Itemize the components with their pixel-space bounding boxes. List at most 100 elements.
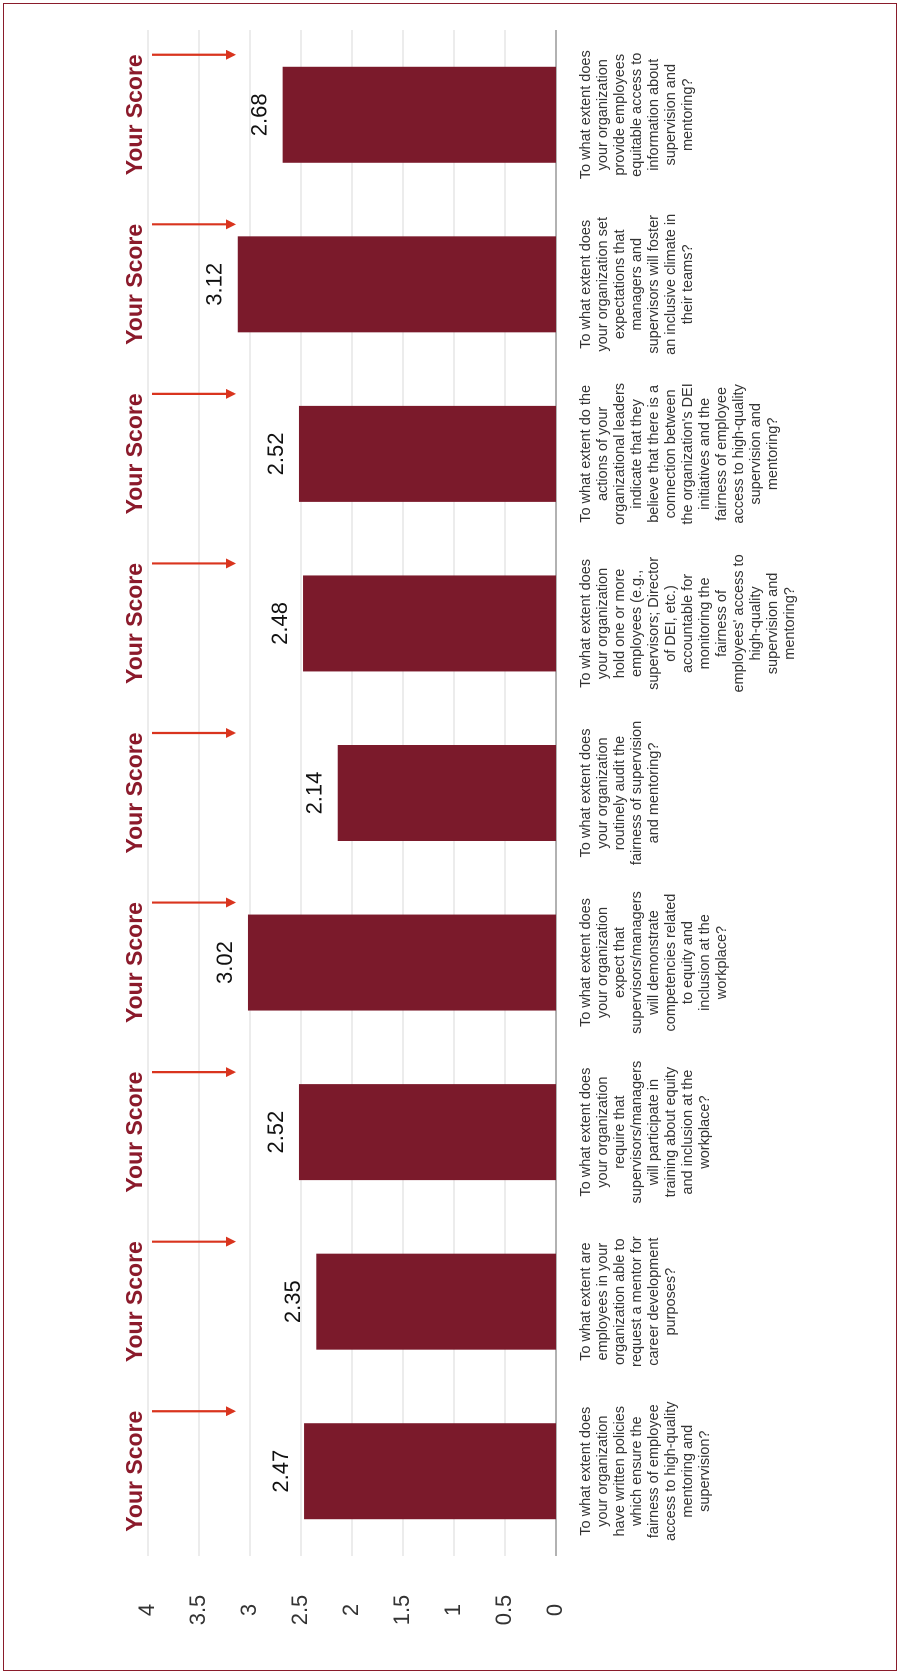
data-label: 2.52 xyxy=(263,1111,288,1154)
x-tick-label-line: will participate in xyxy=(646,1079,662,1186)
data-label: 2.52 xyxy=(263,432,288,475)
bar xyxy=(298,1084,556,1181)
bar xyxy=(303,575,556,672)
x-tick-label-line: To what extent are xyxy=(578,1242,594,1361)
x-tick-label-line: indicate that they xyxy=(629,398,645,508)
x-tick-label-line: have written policies xyxy=(612,1406,628,1537)
x-tick-label: To what extent doesyour organizationhold… xyxy=(578,554,798,692)
y-tick-label: 3 xyxy=(236,1604,261,1616)
your-score-label: Your Score xyxy=(121,563,147,684)
bar xyxy=(282,66,556,163)
x-tick-label-line: your organization set xyxy=(595,217,611,352)
x-tick-label-line: supervisors; Director xyxy=(646,557,662,690)
x-tick-label-line: workplace? xyxy=(697,1095,713,1169)
your-score-label: Your Score xyxy=(121,1072,147,1193)
x-tick-label-line: To what extent do the xyxy=(578,385,594,523)
your-score-label: Your Score xyxy=(121,54,147,175)
x-tick-label: To what extent doesyour organizationhave… xyxy=(578,1401,713,1541)
x-tick-label: To what extent doesyour organizationprov… xyxy=(578,50,696,179)
bar xyxy=(304,1423,556,1520)
x-tick-label-line: connection between xyxy=(663,389,679,518)
x-tick-label-line: supervision and xyxy=(765,573,781,675)
x-tick-label-line: mentoring? xyxy=(680,79,696,152)
x-tick-label-line: managers and xyxy=(629,238,645,331)
x-tick-label-line: supervision and xyxy=(748,403,764,505)
x-tick-label-line: information about xyxy=(646,59,662,171)
x-tick-label: To what extent doesyour organizationexpe… xyxy=(578,891,730,1034)
x-tick-label-line: request a mentor for xyxy=(629,1236,645,1367)
x-tick-label-line: To what extent does xyxy=(578,1068,594,1197)
x-tick-label-line: the organization's DEI xyxy=(680,383,696,524)
x-tick-label-line: mentoring? xyxy=(765,418,781,491)
data-label: 2.35 xyxy=(280,1280,305,1323)
x-tick-label-line: supervisors will foster xyxy=(646,215,662,354)
x-tick-label-line: competencies related xyxy=(663,894,679,1032)
x-tick-label-line: and mentoring? xyxy=(646,743,662,844)
x-tick-label: To what extent doesyour organization set… xyxy=(578,214,696,355)
x-tick-label-line: supervision? xyxy=(697,1431,713,1512)
y-tick-label: 2.5 xyxy=(287,1595,312,1626)
x-tick-label-line: fairness of supervision xyxy=(629,721,645,865)
x-tick-label-line: believe that there is a xyxy=(646,384,662,523)
x-tick-label-line: access to high-quality xyxy=(663,1401,679,1541)
x-tick-label-line: your organization xyxy=(595,59,611,170)
x-tick-label: To what extent doesyour organizationrout… xyxy=(578,721,662,865)
x-tick-label-line: high-quality xyxy=(748,586,764,661)
x-tick-label-line: To what extent does xyxy=(578,729,594,858)
y-tick-label: 2 xyxy=(338,1604,363,1616)
x-tick-label-line: your organization xyxy=(595,907,611,1018)
your-score-label: Your Score xyxy=(121,224,147,345)
x-tick-label-line: To what extent does xyxy=(578,898,594,1027)
y-tick-label: 4 xyxy=(134,1604,159,1616)
data-label: 3.12 xyxy=(202,263,227,306)
your-score-label: Your Score xyxy=(121,1241,147,1362)
x-tick-label-line: training about equity xyxy=(663,1066,679,1197)
x-tick-label-line: mentoring? xyxy=(782,587,798,660)
bar xyxy=(298,405,556,502)
x-tick-label-line: require that xyxy=(612,1095,628,1168)
bar xyxy=(247,914,556,1011)
x-tick-label-line: provide employees xyxy=(612,54,628,176)
x-tick-label-line: fairness of xyxy=(714,589,730,657)
x-tick-label-line: monitoring the xyxy=(697,577,713,669)
x-tick-label-line: mentoring and xyxy=(680,1425,696,1518)
y-tick-label: 3.5 xyxy=(185,1595,210,1626)
x-tick-label: To what extent areemployees in yourorgan… xyxy=(578,1236,679,1367)
x-tick-label-line: actions of your xyxy=(595,407,611,501)
x-tick-label-line: To what extent does xyxy=(578,1407,594,1536)
x-tick-label-line: their teams? xyxy=(680,244,696,324)
bar xyxy=(237,236,556,333)
your-score-label: Your Score xyxy=(121,1411,147,1532)
x-tick-label-line: expectations that xyxy=(612,230,628,340)
your-score-label: Your Score xyxy=(121,733,147,854)
data-label: 2.48 xyxy=(267,602,292,645)
your-score-label: Your Score xyxy=(121,902,147,1023)
x-tick-label-line: To what extent does xyxy=(578,220,594,349)
x-tick-label-line: workplace? xyxy=(714,926,730,1000)
x-tick-label-line: employees in your xyxy=(595,1243,611,1361)
x-tick-label: To what extent do theactions of yourorga… xyxy=(578,383,781,525)
x-tick-label-line: your organization xyxy=(595,568,611,679)
x-tick-label-line: employees (e.g., xyxy=(629,570,645,677)
x-tick-label-line: supervisors/managers xyxy=(629,891,645,1034)
x-tick-label-line: your organization xyxy=(595,1416,611,1527)
x-tick-label-line: organizational leaders xyxy=(612,383,628,525)
x-tick-label-line: which ensure the xyxy=(629,1416,645,1527)
y-tick-label: 1.5 xyxy=(389,1595,414,1626)
x-tick-label-line: accountable for xyxy=(680,574,696,673)
x-tick-label: To what extent doesyour organizationrequ… xyxy=(578,1061,713,1204)
x-tick-label-line: purposes? xyxy=(663,1268,679,1336)
x-tick-label-line: of DEI, etc.) xyxy=(663,585,679,662)
data-label: 2.47 xyxy=(268,1450,293,1493)
x-tick-label-line: initiatives and the xyxy=(697,398,713,510)
x-tick-label-line: To what extent does xyxy=(578,50,594,179)
x-tick-label-line: supervisors/managers xyxy=(629,1061,645,1204)
x-tick-label-line: fairness of employee xyxy=(646,1404,662,1538)
x-tick-label-line: employees' access to xyxy=(731,554,747,692)
data-label: 2.68 xyxy=(246,93,271,136)
x-tick-label-line: and inclusion at the xyxy=(680,1070,696,1195)
bar xyxy=(337,745,556,841)
x-tick-label-line: career development xyxy=(646,1238,662,1366)
y-tick-label: 0.5 xyxy=(491,1595,516,1626)
